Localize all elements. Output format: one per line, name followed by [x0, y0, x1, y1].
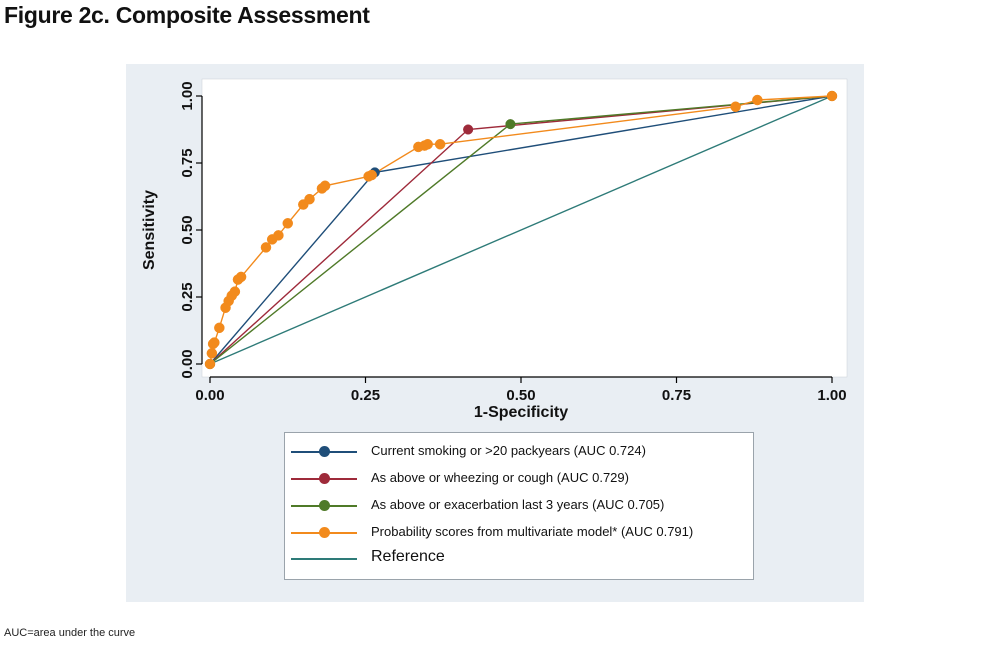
point-probability — [304, 193, 315, 205]
x-axis-title: 1-Specificity — [474, 404, 568, 421]
legend-marker-probability — [319, 527, 330, 538]
legend-marker-smoking — [319, 446, 330, 457]
x-tick-label: 0.25 — [351, 387, 380, 404]
x-tick-label: 0.00 — [195, 387, 224, 404]
point-exacerbation — [505, 119, 516, 130]
legend-item-smoking: Current smoking or >20 packyears (AUC 0.… — [291, 441, 751, 463]
legend-item-probability: Probability scores from multivariate mod… — [291, 522, 751, 544]
legend-label-wheezing: As above or wheezing or cough (AUC 0.729… — [371, 470, 629, 485]
y-tick-label: 0.50 — [179, 215, 196, 244]
point-probability — [434, 138, 446, 150]
legend-label-probability: Probability scores from multivariate mod… — [371, 524, 694, 539]
legend-label-exacerbation: As above or exacerbation last 3 years (A… — [371, 497, 665, 512]
legend-label-smoking: Current smoking or >20 packyears (AUC 0.… — [371, 443, 646, 458]
footnote: AUC=area under the curve — [4, 627, 136, 639]
point-wheezing — [463, 124, 474, 135]
point-probability — [209, 337, 220, 348]
point-probability — [422, 138, 433, 150]
x-tick-label: 1.00 — [817, 387, 846, 404]
point-probability — [204, 358, 216, 370]
legend: Current smoking or >20 packyears (AUC 0.… — [284, 432, 754, 580]
figure-title: Figure 2c. Composite Assessment — [4, 2, 370, 28]
legend-marker-exacerbation — [319, 500, 330, 511]
x-tick-label: 0.75 — [662, 387, 691, 404]
point-probability — [319, 180, 331, 192]
point-probability — [260, 242, 272, 253]
y-axis-title: Sensitivity — [141, 190, 158, 270]
legend-label-reference: Reference — [371, 548, 445, 565]
legend-line-reference — [291, 558, 357, 560]
x-tick-label: 0.50 — [506, 387, 535, 404]
y-tick-label: 0.25 — [179, 282, 196, 311]
point-probability — [273, 230, 284, 241]
series-line-reference — [209, 95, 833, 365]
point-probability — [214, 322, 225, 334]
legend-item-exacerbation: As above or exacerbation last 3 years (A… — [291, 495, 751, 517]
point-probability — [235, 271, 247, 283]
point-probability — [282, 218, 293, 229]
point-probability — [826, 90, 838, 102]
legend-item-wheezing: As above or wheezing or cough (AUC 0.729… — [291, 468, 751, 490]
point-probability — [730, 101, 741, 112]
point-probability — [366, 169, 377, 181]
point-probability — [206, 348, 218, 359]
point-probability — [229, 286, 241, 297]
y-tick-label: 0.00 — [179, 349, 196, 378]
legend-item-reference: Reference — [291, 548, 751, 570]
legend-marker-wheezing — [319, 473, 330, 484]
y-tick-label: 0.75 — [179, 148, 196, 177]
roc-chart: 0.00 0.25 0.50 0.75 1.00 0.00 0.25 0.50 0.75 1.00… — [141, 78, 848, 421]
y-tick-label: 1.00 — [179, 81, 196, 110]
point-probability — [752, 94, 763, 106]
chart-area: 0.00 0.25 0.50 0.75 1.00 0.00 0.25 0.50 0.75 1.00… — [126, 64, 864, 602]
